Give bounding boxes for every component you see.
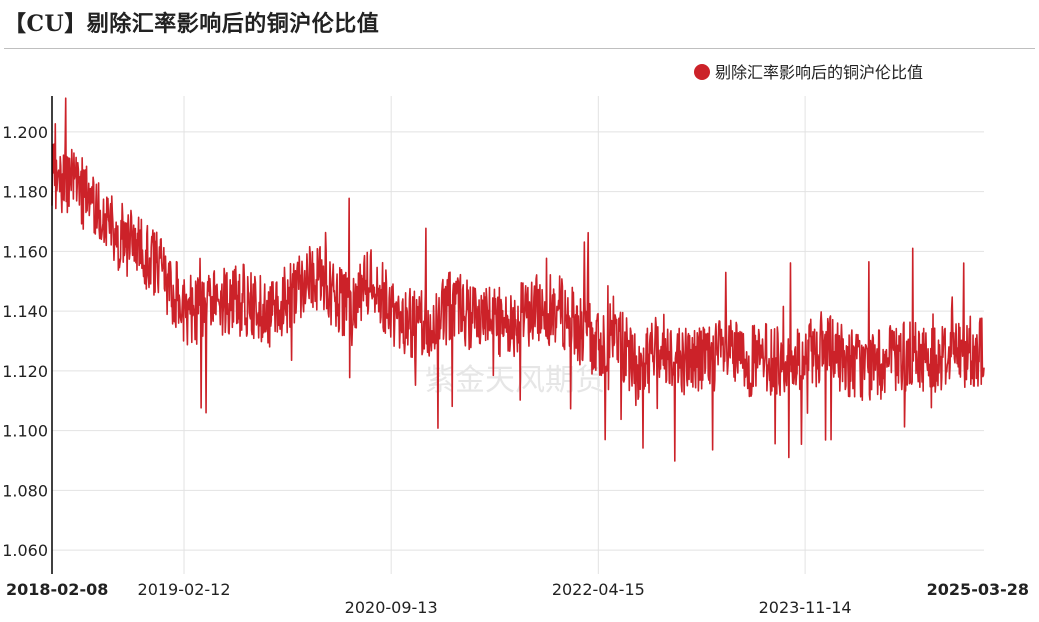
legend-marker	[694, 64, 710, 80]
title-divider	[4, 48, 1035, 49]
legend: 剔除汇率影响后的铜沪伦比值	[694, 63, 923, 82]
y-tick-label: 1.100	[2, 422, 48, 441]
y-tick-label: 1.060	[2, 541, 48, 560]
x-tick-label: 2022-04-15	[552, 580, 645, 599]
x-tick-label: 2019-02-12	[138, 580, 231, 599]
legend-label: 剔除汇率影响后的铜沪伦比值	[715, 63, 923, 82]
x-tick-label: 2020-09-13	[345, 598, 438, 617]
y-tick-label: 1.140	[2, 302, 48, 321]
y-axis-ticks: 1.060 1.080 1.100 1.120 1.140 1.160 1.180 1.200	[2, 123, 48, 560]
x-tick-label: 2018-02-08	[6, 580, 108, 599]
y-tick-label: 1.160	[2, 242, 48, 261]
y-tick-label: 1.200	[2, 123, 48, 142]
x-tick-label: 2025-03-28	[927, 580, 1029, 599]
y-tick-label: 1.080	[2, 481, 48, 500]
watermark: 紫金天风期货	[425, 363, 605, 398]
y-tick-label: 1.120	[2, 362, 48, 381]
x-tick-label: 2023-11-14	[759, 598, 852, 617]
chart-title: 【CU】剔除汇率影响后的铜沪伦比值	[4, 11, 380, 37]
y-tick-label: 1.180	[2, 183, 48, 202]
series-line	[51, 97, 985, 462]
series-layer	[51, 97, 985, 462]
x-axis-ticks: 2018-02-08 2019-02-12 2020-09-13 2022-04-15…	[6, 580, 1029, 617]
